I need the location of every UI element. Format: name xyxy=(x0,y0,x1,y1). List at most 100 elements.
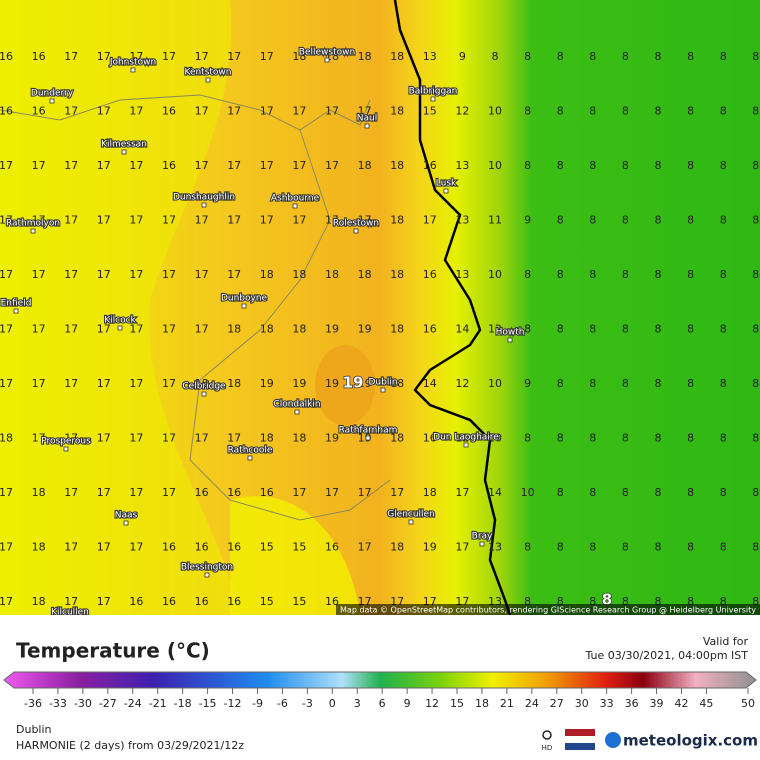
grid-value: 8 xyxy=(720,268,727,281)
legend-tick-label: 12 xyxy=(425,697,439,710)
grid-value: 17 xyxy=(0,214,13,227)
grid-value: 18 xyxy=(390,377,404,390)
grid-value: 19 xyxy=(325,323,339,336)
legend-tick-label: 39 xyxy=(650,697,664,710)
grid-value: 17 xyxy=(97,432,111,445)
grid-value: 19 xyxy=(292,377,306,390)
grid-value: 17 xyxy=(292,214,306,227)
legend-tick-label: 6 xyxy=(379,697,386,710)
legend-tick-label: 9 xyxy=(404,697,411,710)
grid-value: 17 xyxy=(97,377,111,390)
grid-value: 8 xyxy=(720,50,727,63)
hd-label[interactable]: HD xyxy=(542,744,553,752)
grid-value: 8 xyxy=(687,541,694,554)
grid-value: 17 xyxy=(358,541,372,554)
cool-zone xyxy=(230,496,360,615)
grid-value: 8 xyxy=(622,159,629,172)
grid-value: 8 xyxy=(655,486,662,499)
place-label: Bray xyxy=(472,532,493,542)
legend-tick-label: 27 xyxy=(550,697,564,710)
grid-value: 8 xyxy=(589,50,596,63)
place-marker xyxy=(463,442,469,448)
grid-value: 8 xyxy=(720,159,727,172)
grid-value: 8 xyxy=(752,432,759,445)
legend-tick-label: -33 xyxy=(49,697,67,710)
grid-value: 18 xyxy=(292,432,306,445)
grid-value: 16 xyxy=(0,105,13,118)
legend: Temperature (°C) Valid for Tue 03/30/202… xyxy=(3,635,758,752)
grid-value: 8 xyxy=(557,214,564,227)
grid-value: 8 xyxy=(752,105,759,118)
grid-value: 14 xyxy=(455,323,469,336)
grid-value: 16 xyxy=(195,595,209,608)
grid-value: 18 xyxy=(195,377,209,390)
place-label: Prosperous xyxy=(41,437,91,447)
grid-value: 17 xyxy=(227,50,241,63)
grid-value: 18 xyxy=(292,50,306,63)
legend-tick-label: 45 xyxy=(699,697,713,710)
legend-tick-label: -3 xyxy=(302,697,313,710)
grid-value: 9 xyxy=(524,214,531,227)
place-marker xyxy=(294,409,300,415)
grid-value: 17 xyxy=(292,159,306,172)
grid-value: 17 xyxy=(97,486,111,499)
grid-value: 17 xyxy=(227,105,241,118)
grid-value: 17 xyxy=(195,323,209,336)
legend-tick-label: 30 xyxy=(575,697,589,710)
grid-value: 16 xyxy=(162,541,176,554)
grid-value: 17 xyxy=(129,268,143,281)
grid-value: 19 xyxy=(325,377,339,390)
grid-value: 8 xyxy=(687,323,694,336)
legend-tick-label: -36 xyxy=(24,697,42,710)
grid-value: 17 xyxy=(195,50,209,63)
grid-value: 17 xyxy=(32,432,46,445)
legend-tick-label: 18 xyxy=(475,697,489,710)
grid-value: 17 xyxy=(64,268,78,281)
legend-tick-label: -21 xyxy=(149,697,167,710)
grid-value: 18 xyxy=(390,323,404,336)
place-marker xyxy=(201,202,207,208)
grid-value: 17 xyxy=(162,268,176,281)
grid-value: 17 xyxy=(64,214,78,227)
place-marker xyxy=(63,446,69,452)
grid-value: 8 xyxy=(524,541,531,554)
grid-value: 17 xyxy=(195,214,209,227)
grid-value: 16 xyxy=(195,486,209,499)
grid-value: 8 xyxy=(687,159,694,172)
grid-value: 17 xyxy=(129,486,143,499)
grid-value: 16 xyxy=(423,323,437,336)
grid-value: 8 xyxy=(752,268,759,281)
grid-value: 18 xyxy=(227,377,241,390)
grid-value: 17 xyxy=(260,159,274,172)
grid-value: 8 xyxy=(557,323,564,336)
place-label: Lusk xyxy=(436,179,457,189)
place-label: Kentstown xyxy=(184,68,231,78)
place-label: Naul xyxy=(357,114,377,124)
grid-value: 8 xyxy=(687,214,694,227)
grid-value: 8 xyxy=(589,486,596,499)
grid-value: 19 xyxy=(325,432,339,445)
grid-value: 17 xyxy=(195,268,209,281)
grid-value: 8 xyxy=(622,268,629,281)
grid-value: 17 xyxy=(162,377,176,390)
grid-value: 10 xyxy=(488,377,502,390)
grid-value: 8 xyxy=(720,214,727,227)
grid-value: 16 xyxy=(0,50,13,63)
grid-value: 19 xyxy=(423,541,437,554)
grid-value: 17 xyxy=(64,105,78,118)
grid-value: 8 xyxy=(752,214,759,227)
grid-value: 12 xyxy=(455,377,469,390)
place-marker xyxy=(408,519,414,525)
grid-value: 17 xyxy=(358,105,372,118)
grid-value: 16 xyxy=(32,50,46,63)
grid-value: 17 xyxy=(195,159,209,172)
place-label: Naas xyxy=(115,511,138,521)
grid-value: 8 xyxy=(687,432,694,445)
grid-value: 8 xyxy=(720,432,727,445)
grid-value: 8 xyxy=(687,595,694,608)
grid-value: 17 xyxy=(162,432,176,445)
grid-value: 15 xyxy=(292,595,306,608)
grid-value: 17 xyxy=(292,486,306,499)
zoom-icon[interactable] xyxy=(542,730,552,740)
place-label: Dunboyne xyxy=(221,294,268,304)
